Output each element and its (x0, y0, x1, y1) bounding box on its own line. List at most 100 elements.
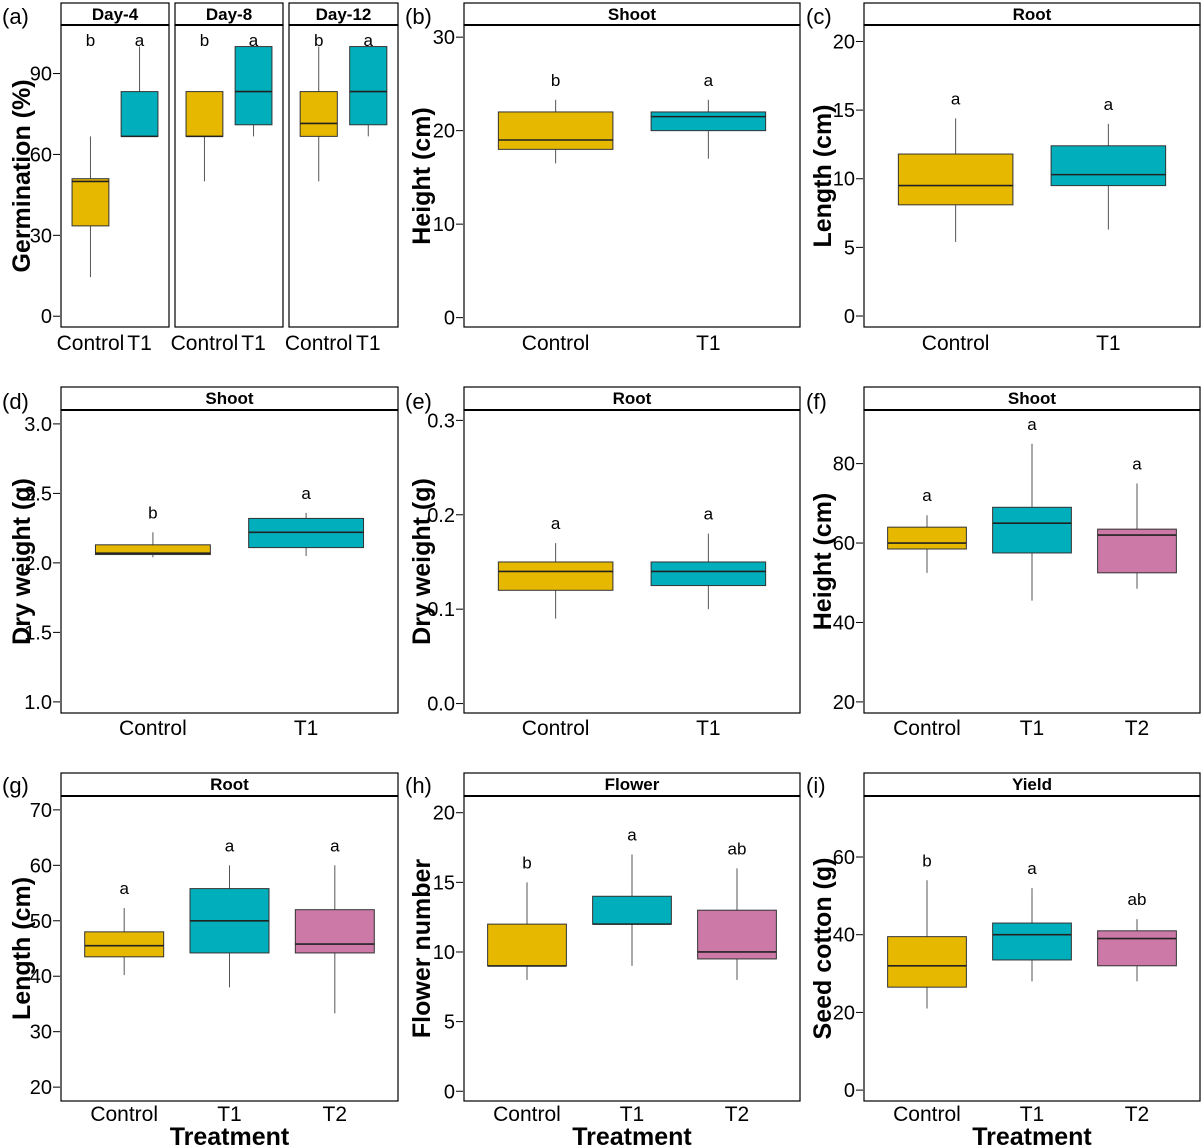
box-iqr (897, 153, 1014, 206)
y-tick-label: 15 (833, 100, 855, 122)
box-iqr (94, 544, 211, 556)
panel-c: (c) Length (cm) 0 5 10 15 20 Root a Control a T1 (806, 2, 1201, 355)
significance-letter: ab (1128, 890, 1147, 909)
facet-strip-label: Root (1013, 5, 1052, 24)
box-iqr (992, 922, 1072, 961)
y-tick-label: 0 (41, 306, 52, 328)
box-iqr (185, 91, 224, 137)
x-tick-label: T2 (323, 1103, 348, 1126)
x-tick-label: T1 (294, 717, 319, 740)
plot-area (863, 795, 1201, 1102)
x-tick-label: T1 (356, 332, 381, 355)
box-iqr (697, 909, 777, 960)
y-tick-label: 90 (30, 64, 52, 86)
panel-tag: (g) (2, 773, 29, 798)
panel-tag: (d) (2, 389, 29, 414)
facet-strip-label: Root (613, 389, 652, 408)
box-control: b Control (887, 851, 967, 1126)
x-axis-title: Treatment (572, 1123, 692, 1147)
box-control: b Control (94, 503, 211, 740)
panel-tag: (c) (806, 4, 832, 29)
x-tick-label: Control (119, 717, 187, 740)
y-tick-label: 0 (444, 308, 455, 330)
y-tick-label: 15 (433, 872, 455, 894)
facet-strip-label: Day-8 (206, 5, 252, 24)
x-tick-label: Control (285, 332, 353, 355)
box-iqr (234, 46, 273, 126)
box-t2: a T2 (1097, 454, 1177, 740)
x-tick-label: Control (57, 332, 125, 355)
y-tick-label: 10 (433, 214, 455, 236)
box-t1: a T1 (189, 836, 270, 1126)
significance-letter: a (627, 825, 637, 844)
box-control: b Control (487, 853, 567, 1126)
facet-strip-label: Shoot (608, 5, 656, 24)
box-t2: ab T2 (697, 839, 777, 1126)
y-tick-label: 20 (433, 803, 455, 825)
x-tick-label: Control (522, 332, 590, 355)
y-tick-label: 70 (30, 800, 52, 822)
box-iqr (1050, 145, 1167, 187)
x-tick-label: Control (922, 332, 990, 355)
y-tick-label: 60 (833, 533, 855, 555)
box-iqr (887, 936, 967, 988)
box-iqr (887, 526, 967, 550)
y-tick-label: 50 (30, 911, 52, 933)
panel-tag: (b) (405, 4, 432, 29)
box-iqr (120, 91, 159, 137)
y-tick-label: 80 (833, 454, 855, 476)
y-tick-label: 0.2 (427, 505, 455, 527)
y-tick-label: 0.0 (427, 694, 455, 716)
facet-root: Root a Control a T1 (863, 2, 1201, 355)
y-tick-label: 1.5 (24, 622, 52, 644)
box-control: b Control (171, 31, 239, 355)
facet-root: Root a Control a T1 a T2 (60, 772, 399, 1126)
significance-letter: a (1027, 859, 1037, 878)
y-axis-title: Germination (%) (8, 79, 36, 272)
box-t2: ab T2 (1097, 890, 1177, 1126)
y-tick-label: 20 (833, 692, 855, 714)
x-tick-label: T1 (1020, 717, 1045, 740)
significance-letter: b (148, 503, 157, 522)
significance-letter: ab (728, 839, 747, 858)
x-tick-label: T1 (241, 332, 266, 355)
significance-letter: b (551, 71, 560, 90)
facet-shoot: Shoot b Control a T1 (463, 2, 801, 355)
facet-day-4: Day-4 b Control a T1 (57, 2, 170, 355)
x-tick-label: T1 (696, 717, 721, 740)
plot-area (60, 795, 399, 1102)
x-axis-title: Treatment (170, 1123, 290, 1147)
x-tick-label: T1 (1020, 1103, 1045, 1126)
plot-area (288, 24, 399, 328)
box-iqr (487, 923, 567, 967)
facet-strip-label: Shoot (205, 389, 253, 408)
box-control: b Control (497, 71, 614, 355)
y-tick-label: 10 (433, 942, 455, 964)
box-t1: a T1 (234, 31, 273, 355)
significance-letter: a (922, 486, 932, 505)
box-t1: a T1 (120, 31, 159, 355)
facet-day-12: Day-12 b Control a T1 (285, 2, 399, 355)
y-tick-label: 30 (30, 1022, 52, 1044)
box-control: a Control (84, 879, 165, 1126)
y-tick-label: 1.0 (24, 692, 52, 714)
box-iqr (84, 931, 165, 958)
y-tick-label: 20 (833, 31, 855, 53)
panel-tag: (i) (806, 773, 826, 798)
x-tick-label: T1 (127, 332, 152, 355)
y-axis-title: Length (cm) (809, 104, 837, 247)
panel-d: (d) Dry weight (g) 1.0 1.5 2.0 2.5 3.0 Shoot b Co… (2, 386, 399, 740)
significance-letter: a (704, 71, 714, 90)
y-tick-label: 0 (844, 306, 855, 328)
y-tick-label: 40 (833, 925, 855, 947)
y-tick-label: 0.3 (427, 410, 455, 432)
significance-letter: a (1027, 415, 1037, 434)
plot-area (60, 409, 399, 714)
y-tick-label: 60 (30, 855, 52, 877)
x-tick-label: T1 (1096, 332, 1121, 355)
plot-area (60, 24, 170, 328)
y-axis-title: Height (cm) (408, 107, 436, 245)
box-control: a Control (897, 89, 1014, 355)
significance-letter: a (1132, 454, 1142, 473)
y-axis-title: Dry weight (g) (8, 478, 36, 645)
